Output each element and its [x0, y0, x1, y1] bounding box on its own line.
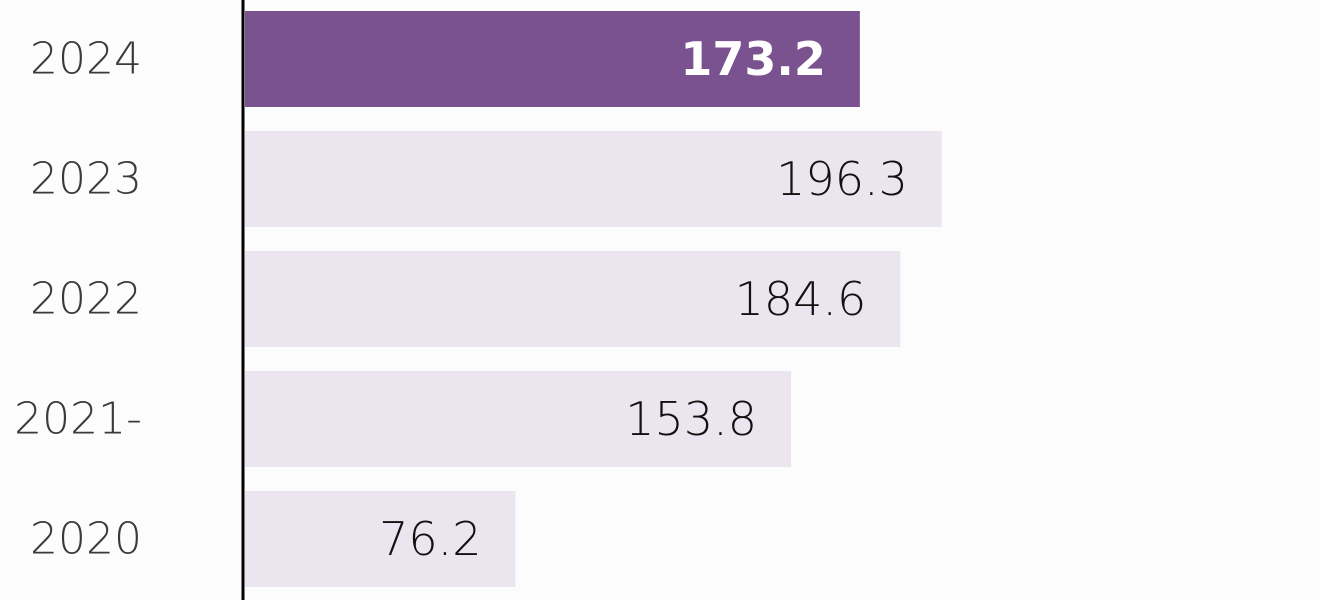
value-label: 153.8: [625, 392, 757, 446]
category-label: 2022: [30, 274, 142, 325]
bar: [245, 131, 942, 227]
bar: [245, 11, 860, 107]
category-label: 2020: [30, 514, 142, 565]
bar: [245, 371, 791, 467]
value-label: 196.3: [776, 152, 908, 206]
bar: [245, 491, 516, 587]
bar: [245, 251, 901, 347]
category-label: 2024: [30, 34, 142, 85]
value-label: 76.2: [379, 512, 481, 566]
value-label: 184.6: [735, 272, 867, 326]
category-label: 2021-: [14, 394, 142, 445]
value-label: 173.2: [680, 32, 826, 86]
category-label: 2023: [30, 154, 142, 205]
